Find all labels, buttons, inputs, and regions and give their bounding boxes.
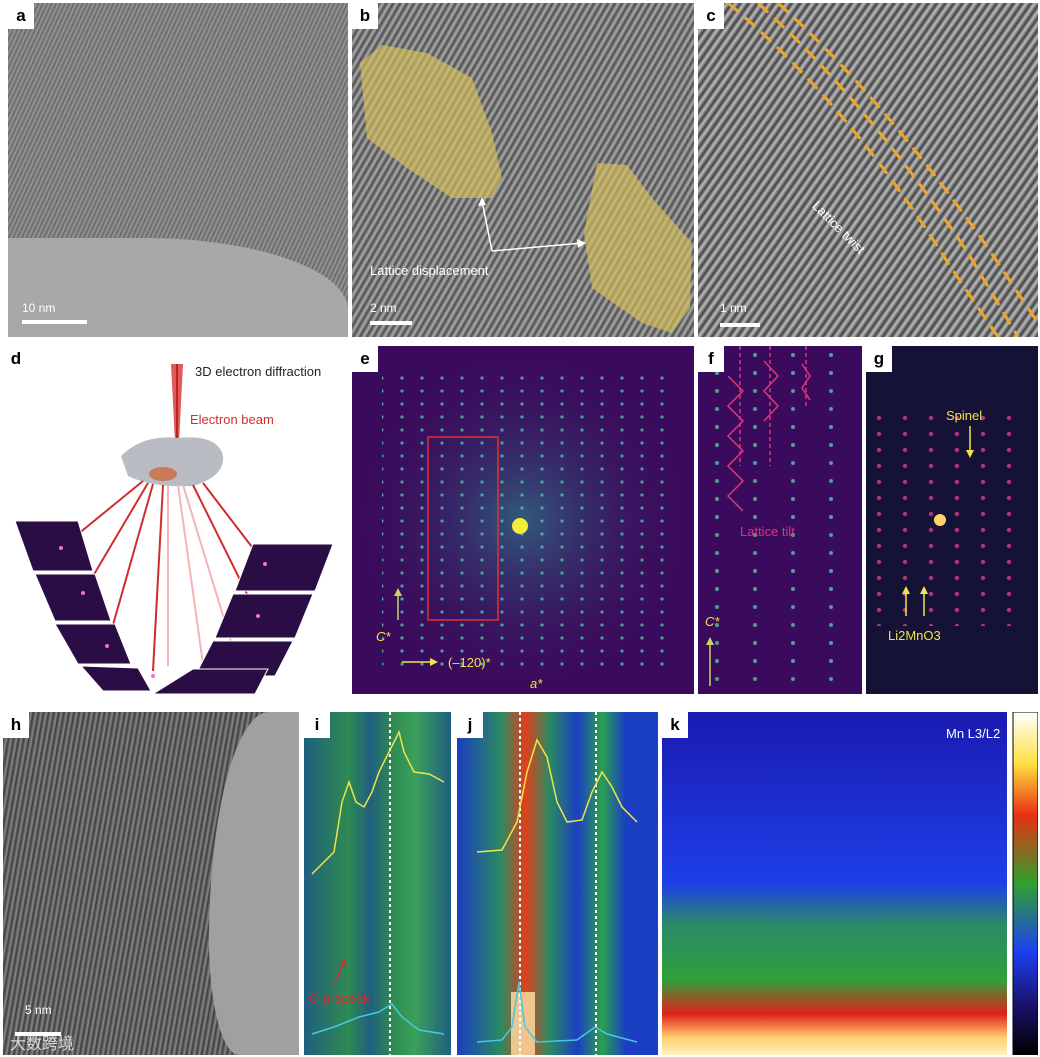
panel-c-tem-image: c Lattice twist 1 nm [698,3,1038,337]
panel-d-3d-ed-schematic: d 3D electron diffraction Electron beam [3,346,348,696]
scale-text-b: 2 nm [370,301,397,315]
li2mno3-label: Li2MnO3 [888,628,941,643]
panel-b-tem-image: b Lattice displacement 2 nm [352,3,694,337]
panel-label-j: j [457,712,483,738]
lattice-displacement-label: Lattice displacement [370,263,489,278]
twist-dashed-lines [727,3,1038,337]
electron-beam-label: Electron beam [190,412,274,427]
panel-label-i: i [304,712,330,738]
tilt-pattern [698,346,862,694]
spinel-pattern [876,416,1026,626]
panel-label-e: e [352,346,378,372]
scale-bar-h [15,1032,61,1036]
panel-label-d: d [3,346,29,372]
heatmap [662,712,1038,1055]
scale-bar-b [370,321,412,325]
3d-ed-title: 3D electron diffraction [195,364,322,379]
axis-c-star-e: C* [376,629,391,644]
panel-label-h: h [3,712,29,738]
mn-l3l2-title: Mn L3/L2 [946,726,1001,741]
scale-text-c: 1 nm [720,301,747,315]
panel-i-eels-spectrum: i O prepeak [304,712,451,1055]
panel-f-diffraction-zoom: f Lattice tilt C* [698,346,862,694]
o-prepeak-label: O prepeak [309,991,370,1006]
panel-label-g: g [866,346,892,372]
scale-text-h: 5 nm [25,1003,52,1017]
panel-label-b: b [352,3,378,29]
eels-map-i [304,712,451,1055]
axis-120-star: (–120)* [448,655,491,670]
diffraction-pattern [352,346,694,694]
panel-g-diffraction: g Spinel Li2MnO3 [866,346,1038,694]
axis-a-star: a* [530,676,543,691]
panel-h-tem-image: h 5 nm [3,712,299,1055]
panel-k-mn-l3l2-map: k Mn L3/L2 [662,712,1038,1055]
panel-label-a: a [8,3,34,29]
panel-j-eels-spectrum: j [457,712,658,1055]
lattice-fringes [698,3,1038,337]
panel-e-diffraction: e C* (–120)* a* [352,346,694,694]
panel-label-k: k [662,712,688,738]
scale-bar-a [22,320,87,324]
scale-text-a: 10 nm [22,301,56,315]
watermark: 大数跨境 [10,1036,75,1053]
scale-bar-c [720,323,760,327]
spinel-label: Spinel [946,408,983,423]
axis-c-star-f: C* [705,614,720,629]
panel-label-c: c [698,3,724,29]
panel-label-f: f [698,346,724,372]
eels-map-j [457,712,658,1055]
lattice-tilt-label: Lattice tilt [740,524,795,539]
diffraction-schematic [14,364,334,695]
highlight-overlay [360,45,692,333]
panel-a-tem-image: a 10 nm [8,3,348,337]
